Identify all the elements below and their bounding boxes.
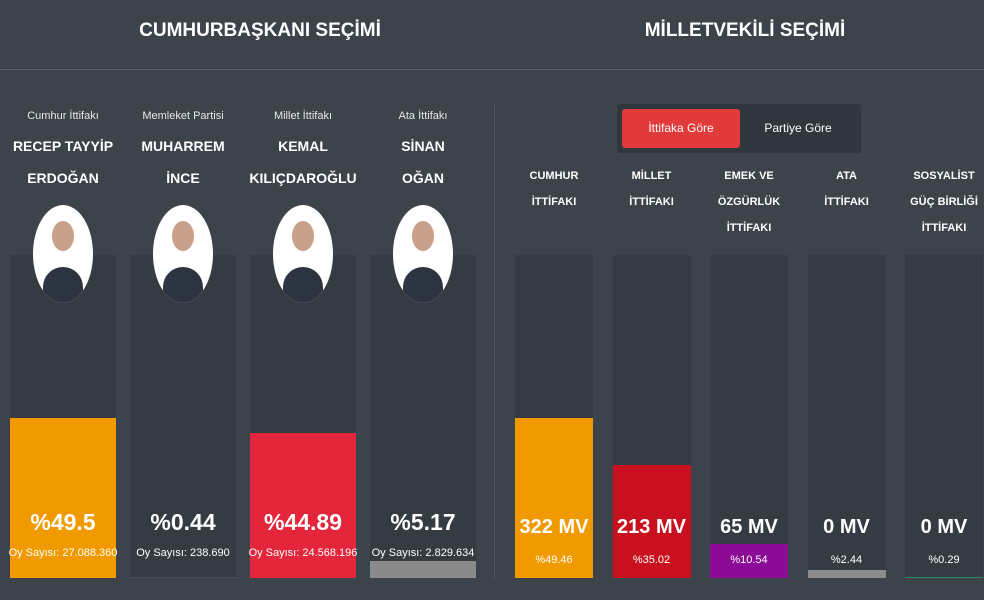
bar bbox=[710, 543, 788, 578]
bar bbox=[130, 576, 236, 578]
photo bbox=[153, 205, 213, 303]
vote-label: Oy Sayısı: 238.690 bbox=[136, 547, 230, 559]
subtitle: Ata İttifakı bbox=[398, 110, 448, 122]
vote-label: Oy Sayısı: 27.088.360 bbox=[8, 547, 118, 559]
value-label: %0.44 bbox=[150, 509, 216, 535]
category-label: SOSYALİST GÜÇ BİRLİĞİ İTTİFAKI bbox=[910, 170, 978, 234]
tab[interactable]: Partiye Göre bbox=[764, 121, 832, 135]
bar bbox=[250, 433, 356, 578]
photo bbox=[393, 205, 453, 303]
column bbox=[905, 255, 983, 578]
divider bbox=[494, 104, 495, 578]
value-label: %44.89 bbox=[263, 509, 342, 535]
subtitle: Millet İttifakı bbox=[273, 110, 333, 122]
value-label: %49.5 bbox=[30, 509, 96, 535]
category-label: MİLLET İTTİFAKI bbox=[629, 170, 674, 208]
seat-label: 0 MV bbox=[920, 516, 968, 538]
bar bbox=[612, 464, 691, 578]
category-label: ATA İTTİFAKI bbox=[824, 170, 869, 208]
tab-active[interactable]: İttifaka Göre bbox=[622, 109, 740, 148]
seat-label: 213 MV bbox=[617, 516, 686, 538]
category-label: EMEK VE ÖZGÜRLÜK İTTİFAKI bbox=[717, 170, 781, 234]
bar bbox=[10, 418, 116, 578]
candidate-name: RECEP TAYYİP ERDOĞAN bbox=[12, 138, 114, 186]
column bbox=[370, 255, 476, 578]
bar bbox=[370, 561, 476, 578]
candidate-name: KEMAL KILIÇDAROĞLU bbox=[249, 138, 357, 186]
photo bbox=[33, 205, 93, 303]
candidate-name: MUHARREM İNCE bbox=[141, 138, 225, 186]
seat-label: 322 MV bbox=[519, 516, 589, 538]
seat-label: 65 MV bbox=[720, 516, 778, 538]
subtitle: Cumhur İttifakı bbox=[27, 110, 99, 122]
value-label: %5.17 bbox=[390, 509, 456, 535]
value-label: %35.02 bbox=[632, 554, 671, 566]
vote-label: Oy Sayısı: 24.568.196 bbox=[248, 547, 358, 559]
value-label: %0.29 bbox=[928, 554, 960, 566]
chart-title: MİLLETVEKİLİ SEÇİMİ bbox=[644, 20, 846, 41]
value-label: %10.54 bbox=[730, 554, 768, 566]
bar bbox=[515, 418, 593, 578]
subtitle: Memleket Partisi bbox=[142, 110, 224, 122]
bar bbox=[905, 577, 983, 578]
photo bbox=[273, 205, 333, 303]
seat-label: 0 MV bbox=[823, 516, 870, 538]
chart-title: CUMHURBAŞKANI SEÇİMİ bbox=[139, 20, 381, 41]
value-label: %49.46 bbox=[535, 554, 573, 566]
column bbox=[807, 255, 886, 578]
value-label: %2.44 bbox=[830, 554, 863, 566]
divider bbox=[0, 69, 984, 70]
bar bbox=[807, 570, 886, 578]
column bbox=[130, 255, 236, 578]
column bbox=[710, 255, 788, 578]
vote-label: Oy Sayısı: 2.829.634 bbox=[371, 547, 475, 559]
category-label: CUMHUR İTTİFAKI bbox=[529, 170, 579, 208]
candidate-name: SİNAN OĞAN bbox=[401, 138, 445, 186]
